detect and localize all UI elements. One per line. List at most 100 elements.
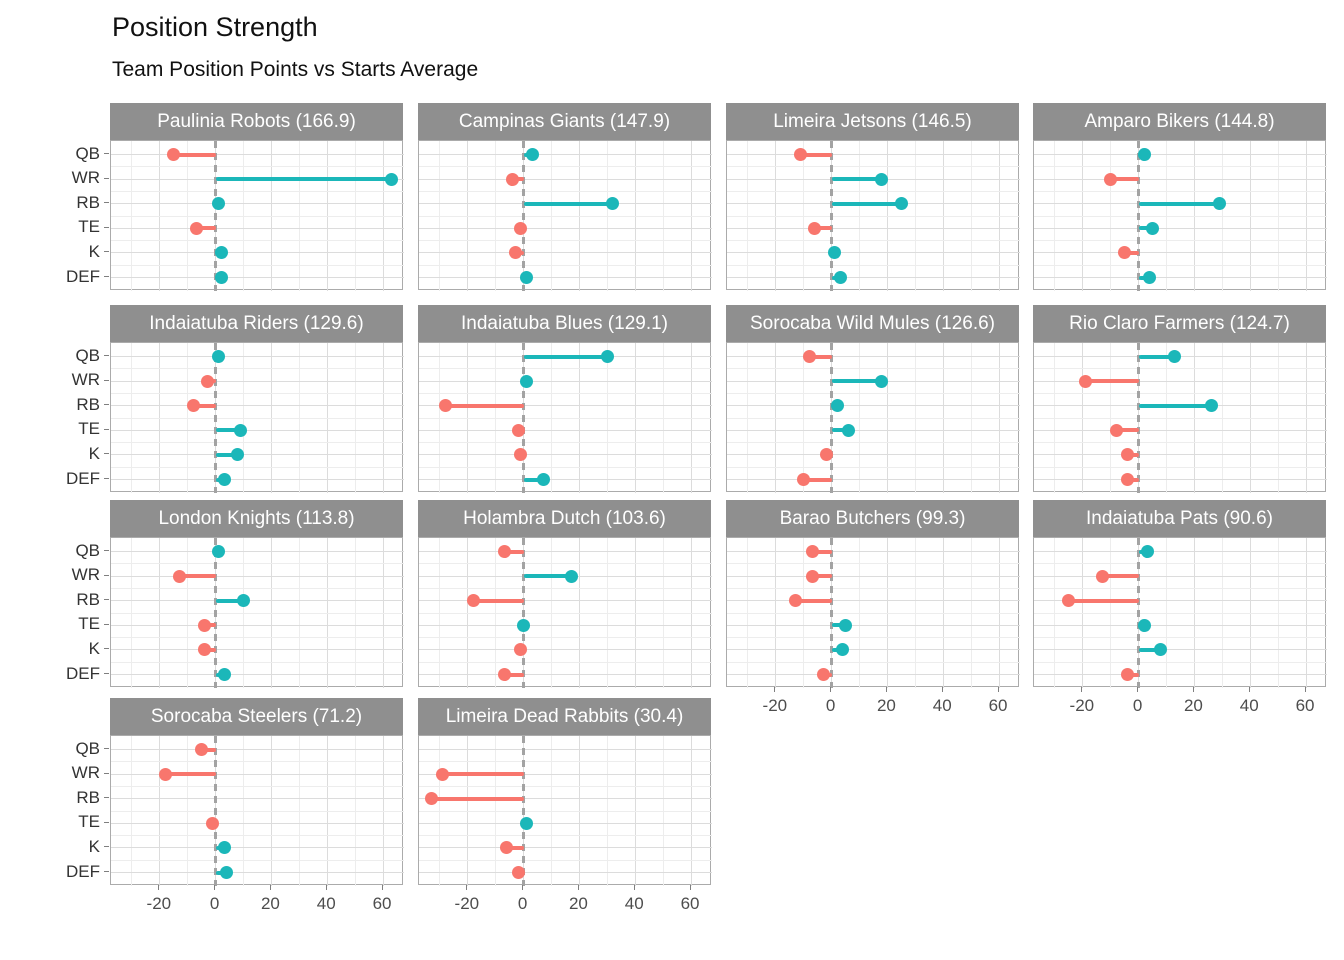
lollipop-dot [1168,350,1182,363]
facet-strip: Amparo Bikers (144.8) [1033,103,1326,140]
lollipop-stick [431,796,524,801]
lollipop-dot [497,668,511,681]
gridline-major-h [727,624,1020,626]
x-tick-label: 20 [876,696,896,715]
gridline-minor-h [111,215,404,217]
zero-line [830,141,834,291]
y-tick-label: K [88,241,100,261]
y-tick-label: QB [75,345,100,365]
gridline-major-h [419,454,712,456]
lollipop-dot [819,448,833,462]
lollipop-dot [519,374,533,388]
gridline-minor-h [111,264,404,266]
gridline-minor-h [727,661,1020,663]
lollipop-stick [1138,226,1153,231]
lollipop-stick [215,598,244,603]
gridline-minor-h [419,240,712,242]
gridline-minor-h [419,661,712,663]
gridline-minor-h [419,612,712,614]
gridline-major-h [111,600,404,602]
y-tick-mark [104,379,109,381]
gridline-minor-h [1034,661,1327,663]
gridline-minor-h [1034,563,1327,565]
lollipop-dot [505,172,519,186]
lollipop-dot [211,197,225,211]
lollipop-dot [497,545,511,558]
zero-line [214,538,218,688]
facet-strip: Limeira Dead Rabbits (30.4) [418,698,711,735]
lollipop-dot [1120,668,1134,681]
y-tick-label: DEF [66,468,100,488]
gridline-major-h [419,674,712,675]
gridline-minor-h [1034,392,1327,394]
gridline-minor-h [1034,368,1327,370]
lollipop-dot [802,350,816,363]
gridline-minor-h [419,442,712,444]
gridline-major-h [727,674,1020,675]
lollipop-stick [165,772,216,777]
gridline-major-h [1034,429,1327,431]
x-tick-label: -20 [1069,696,1095,715]
y-tick-mark [104,355,109,356]
gridline-major-h [111,674,404,675]
gridline-major-h [727,154,1020,155]
lollipop-dot [1137,148,1151,161]
gridline-minor-h [1034,215,1327,217]
lollipop-dot [830,399,844,413]
lollipop-dot [1109,423,1123,437]
lollipop-stick [1124,250,1139,255]
gridline-minor-h [419,859,712,861]
lollipop-dot [158,767,172,781]
lollipop-dot [384,172,398,186]
lollipop-stick [523,201,613,206]
lollipop-stick [523,477,544,482]
lollipop-dot [875,172,889,186]
gridline-minor-h [111,810,404,812]
gridline-minor-h [1034,612,1327,614]
x-tick-label: 60 [988,696,1008,715]
lollipop-stick [473,598,524,603]
lollipop-stick [504,549,524,554]
gridline-major-h [727,479,1020,480]
gridline-minor-h [419,637,712,639]
y-tick-mark [104,428,109,430]
lollipop-dot [514,221,528,235]
lollipop-dot [1118,246,1132,260]
lollipop-dot [805,545,819,558]
facet-strip: Barao Butchers (99.3) [726,500,1019,537]
gridline-minor-h [419,587,712,589]
lollipop-dot [197,643,211,657]
x-tick-mark [381,885,383,890]
lollipop-dot [836,643,850,657]
lollipop-dot [1095,569,1109,583]
facet-panel [110,735,404,886]
y-tick-label: QB [75,143,100,163]
x-tick-label: 40 [932,696,952,715]
gridline-major-h [111,773,404,775]
lollipop-dot [797,473,811,486]
y-tick-mark [104,276,109,277]
gridline-minor-h [1034,264,1327,266]
gridline-major-h [1034,551,1327,552]
facet-strip: Indaiatuba Blues (129.1) [418,305,711,342]
y-tick-mark [104,574,109,576]
x-tick-label: 40 [624,894,644,913]
y-tick-label: RB [76,787,100,807]
lollipop-dot [439,399,452,413]
gridline-major-h [727,575,1020,577]
y-tick-mark [104,599,109,601]
y-tick-mark [104,623,109,625]
x-tick-label: 60 [680,894,700,913]
gridline-minor-h [111,417,404,419]
lollipop-dot [1204,399,1218,413]
lollipop-stick [201,747,216,752]
x-tick-mark [325,885,327,890]
y-tick-label: QB [75,540,100,560]
lollipop-dot [606,197,620,211]
facet-panel [726,537,1020,688]
lollipop-dot [536,473,550,486]
gridline-minor-h [727,215,1020,217]
lollipop-dot [839,618,853,632]
lollipop-dot [841,423,855,437]
gridline-major-h [419,479,712,480]
